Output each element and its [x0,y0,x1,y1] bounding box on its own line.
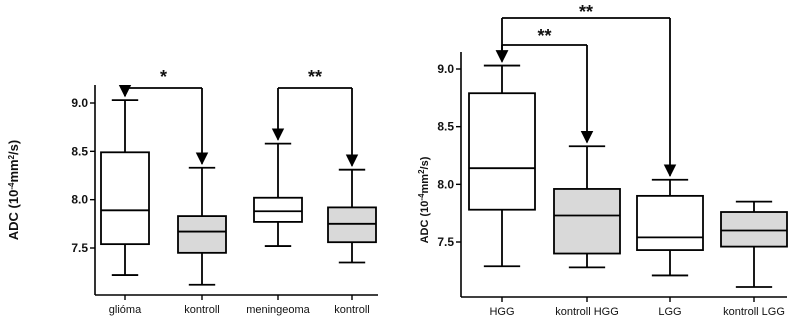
boxplot-4 [327,168,377,264]
significance-bracket: ** [495,26,594,144]
y-tick-label: 8.0 [437,177,454,191]
significance-bracket: ** [495,2,677,177]
significance-label: * [160,67,167,87]
x-category-label: kontroll LGG [723,306,785,318]
significance-label: ** [537,26,551,46]
boxplot-3 [636,178,704,277]
significance-bracket: * [118,67,209,166]
y-tick-label: 8.5 [437,120,454,134]
boxplot-4 [720,200,788,288]
y-tick-label: 7.5 [437,235,454,249]
iqr-box [720,211,788,248]
boxplot-2 [553,145,621,269]
significance-label: ** [579,2,593,22]
left-boxplot-panel: 7.5 8.0 8.5 9.0 glióma kontroll meningeoma kont… [6,67,378,316]
x-category-label: LGG [658,306,681,318]
x-category-label: glióma [109,304,142,316]
significance-label: ** [308,67,322,87]
y-axis-label: ADC (10-4mm2/s) [417,156,432,243]
y-axis-label: ADC (10-4mm2/s) [6,140,21,240]
right-boxplot-panel: 7.5 8.0 8.5 9.0 HGG kontroll HGG LGG kontroll L… [417,2,788,318]
iqr-box [177,215,227,254]
boxplot-3 [253,142,303,247]
y-tick-label: 7.5 [71,241,88,255]
significance-bracket: ** [271,67,359,167]
iqr-box [253,196,303,223]
x-category-label: HGG [489,306,514,318]
y-tick-label: 9.0 [71,96,88,110]
boxplot-2 [177,166,227,286]
boxplot-1 [100,99,150,276]
x-category-label: meningeoma [246,304,310,316]
iqr-box [100,151,150,246]
iqr-box [636,194,704,251]
iqr-box [468,92,536,211]
iqr-box [327,206,377,244]
y-tick-label: 8.5 [71,144,88,158]
boxplot-1 [468,64,536,268]
x-category-label: kontroll [184,304,219,316]
x-category-label: kontroll HGG [555,306,619,318]
iqr-box [553,188,621,255]
x-category-label: kontroll [334,304,369,316]
y-tick-label: 8.0 [71,193,88,207]
y-tick-label: 9.0 [437,62,454,76]
